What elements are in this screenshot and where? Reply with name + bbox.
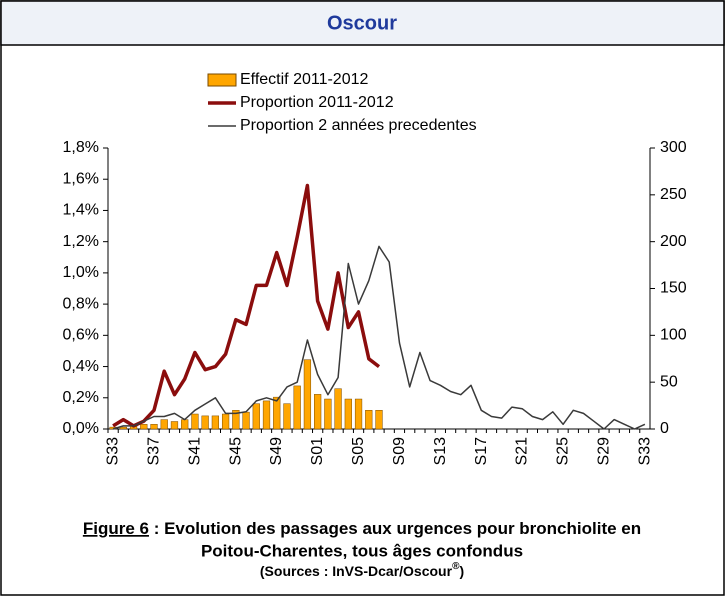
- y2-tick-label: 250: [660, 186, 687, 203]
- line: [112, 183, 381, 428]
- bar: [354, 398, 363, 430]
- x-tick-label: S37: [146, 437, 163, 466]
- sources: (Sources : InVS-Dcar/Oscour®): [260, 561, 464, 579]
- bar: [324, 398, 332, 430]
- bar: [119, 426, 127, 430]
- caption-line: Poitou-Charentes, tous âges confondus: [201, 541, 523, 560]
- bar: [365, 410, 373, 430]
- y2-tick-label: 150: [660, 280, 687, 297]
- x-tick-label: S09: [391, 437, 408, 466]
- bar: [140, 424, 148, 430]
- bar: [150, 424, 158, 430]
- legend-label: Proportion 2 années precedentes: [240, 117, 477, 134]
- bar: [221, 413, 230, 430]
- sources-mark: ®: [452, 561, 460, 572]
- chart-title: Oscour: [327, 12, 397, 34]
- y-tick-label: 0,8%: [63, 295, 99, 312]
- legend-label: Proportion 2011-2012: [240, 94, 394, 111]
- bar: [232, 410, 240, 430]
- bar: [273, 396, 281, 430]
- y2-tick-label: 0: [660, 420, 669, 437]
- x-tick-label: S21: [514, 437, 531, 466]
- x-tick-label: S13: [432, 437, 449, 466]
- sources-text: (Sources : InVS-Dcar/Oscour: [260, 563, 453, 579]
- bar: [334, 388, 342, 430]
- x-tick-label: S25: [555, 437, 572, 466]
- bar: [252, 403, 260, 430]
- x-tick-label: S41: [186, 437, 203, 466]
- x-tick-label: S45: [227, 437, 244, 466]
- legend-swatch: [207, 73, 237, 87]
- y-tick-label: 0,2%: [63, 389, 99, 406]
- bar: [375, 410, 383, 430]
- y2-tick-label: 50: [660, 373, 678, 390]
- bar: [283, 403, 291, 430]
- y-tick-label: 0,6%: [63, 327, 99, 344]
- bar: [181, 419, 189, 430]
- caption-line: : Evolution des passages aux urgences po…: [149, 519, 641, 538]
- y-tick-label: 1,8%: [63, 139, 99, 156]
- caption-label: Figure 6: [83, 519, 149, 538]
- bar: [170, 421, 179, 430]
- bar: [344, 398, 352, 430]
- y2-tick-label: 200: [660, 233, 687, 250]
- bar: [160, 419, 168, 430]
- bar: [303, 359, 312, 430]
- x-tick-label: S49: [268, 437, 285, 466]
- bar: [211, 415, 220, 430]
- y-tick-label: 0,0%: [63, 420, 99, 437]
- x-tick-label: S01: [309, 437, 326, 466]
- bar: [262, 400, 271, 430]
- sources-end: ): [459, 563, 464, 579]
- y-tick-label: 0,4%: [63, 358, 99, 375]
- y-tick-label: 1,0%: [63, 264, 99, 281]
- y2-tick-label: 100: [660, 327, 687, 344]
- bar: [242, 411, 250, 430]
- y-tick-label: 1,2%: [63, 233, 99, 250]
- y-tick-label: 1,6%: [63, 170, 99, 187]
- x-tick-label: S05: [350, 437, 367, 466]
- legend-label: Effectif 2011-2012: [240, 71, 368, 88]
- x-tick-label: S33: [636, 437, 653, 466]
- bar: [191, 413, 199, 430]
- header: [0, 0, 725, 46]
- x-tick-label: S17: [473, 437, 490, 466]
- line: [112, 245, 646, 430]
- bar: [201, 415, 209, 430]
- x-tick-label: S33: [105, 437, 122, 466]
- bar: [293, 385, 301, 430]
- y-tick-label: 1,4%: [63, 202, 99, 219]
- bar: [314, 394, 322, 430]
- x-tick-label: S29: [595, 437, 612, 466]
- caption: Figure 6 : Evolution des passages aux ur…: [83, 519, 641, 538]
- y2-tick-label: 300: [660, 139, 687, 156]
